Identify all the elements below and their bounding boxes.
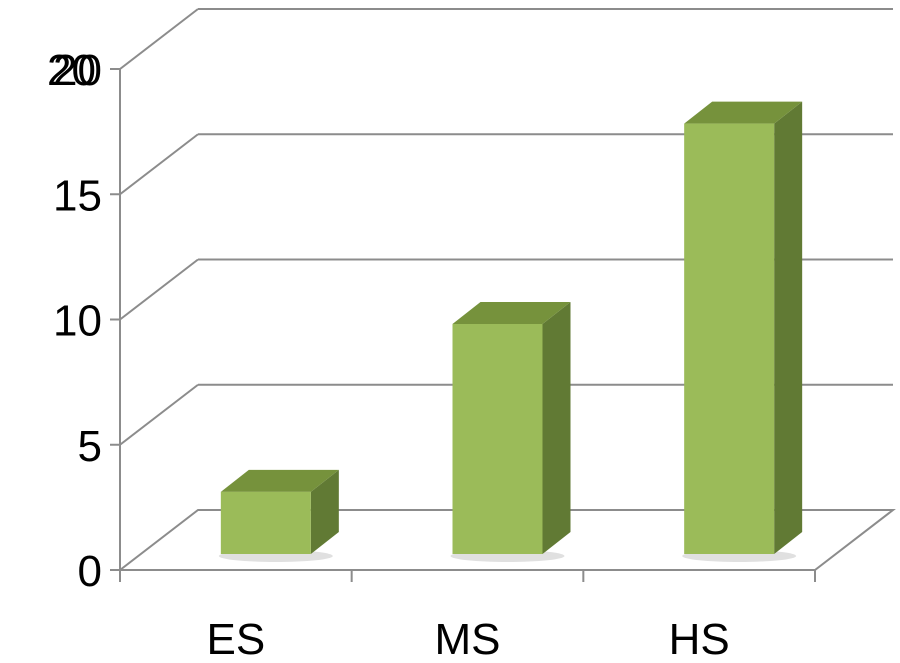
bar-es: [218, 469, 339, 562]
x-category-label: MS: [435, 615, 501, 663]
gridline-diagonal: [119, 383, 199, 446]
bar-front: [220, 491, 311, 554]
gridline-diagonal: [119, 133, 199, 196]
bar-side: [542, 301, 571, 554]
y-tick-label-duplicate: 20: [47, 46, 96, 95]
bar-side: [310, 469, 339, 554]
bar-top: [220, 469, 339, 492]
x-category-label: ES: [206, 615, 265, 663]
bar-top: [684, 101, 803, 124]
bar-ms: [450, 301, 571, 562]
y-tick-label: 10: [53, 297, 102, 346]
bar-hs: [682, 101, 803, 562]
x-category-label: HS: [669, 615, 730, 663]
y-tick-label: 20: [53, 46, 102, 95]
bar-top: [452, 301, 571, 324]
gridline-diagonal: [119, 8, 199, 70]
bar-side: [774, 101, 803, 555]
chart-axes: [110, 68, 816, 582]
y-tick-label: 15: [53, 171, 102, 220]
bar-front: [684, 123, 775, 555]
y-tick-label: 5: [78, 422, 102, 471]
bars-layer: [218, 101, 803, 562]
bar-front: [452, 323, 543, 554]
gridline-diagonal: [119, 258, 199, 321]
y-tick-label: 0: [78, 547, 102, 596]
